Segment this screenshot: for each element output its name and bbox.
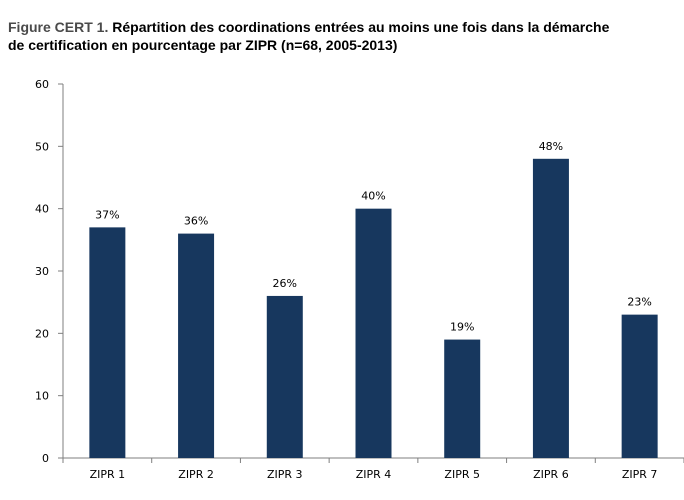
title-text-line1: Répartition des coordinations entrées au… [112, 19, 610, 35]
x-tick-label: ZIPR 1 [90, 468, 126, 481]
y-tick-label: 40 [35, 203, 49, 216]
x-tick-label: ZIPR 6 [533, 468, 569, 481]
x-tick-label: ZIPR 5 [444, 468, 480, 481]
figure-number: Figure CERT 1. [8, 19, 109, 35]
x-tick-label: ZIPR 4 [356, 468, 392, 481]
y-tick-label: 0 [42, 452, 49, 465]
y-tick-label: 10 [35, 390, 49, 403]
x-tick-label: ZIPR 2 [178, 468, 214, 481]
bar [444, 339, 481, 458]
title-text-line2: de certification en pourcentage par ZIPR… [8, 37, 398, 53]
bar [355, 208, 392, 458]
x-tick-label: ZIPR 3 [267, 468, 303, 481]
y-tick-label: 50 [35, 140, 49, 153]
y-tick-label: 30 [35, 265, 49, 278]
data-label: 36% [184, 215, 208, 228]
data-label: 37% [95, 208, 119, 221]
data-label: 40% [361, 190, 385, 203]
data-label: 19% [450, 321, 474, 334]
data-label: 48% [539, 140, 563, 153]
y-tick-label: 60 [35, 78, 49, 91]
data-label: 23% [627, 296, 651, 309]
bar [266, 295, 303, 458]
bar [178, 233, 215, 458]
chart-title-line1: Figure CERT 1. Répartition des coordinat… [8, 18, 678, 36]
chart-title: Figure CERT 1. Répartition des coordinat… [8, 18, 678, 54]
y-tick-label: 20 [35, 327, 49, 340]
x-tick-label: ZIPR 7 [622, 468, 658, 481]
data-label: 26% [273, 277, 297, 290]
bar [89, 227, 126, 458]
bar [532, 158, 569, 459]
bar [621, 314, 658, 458]
